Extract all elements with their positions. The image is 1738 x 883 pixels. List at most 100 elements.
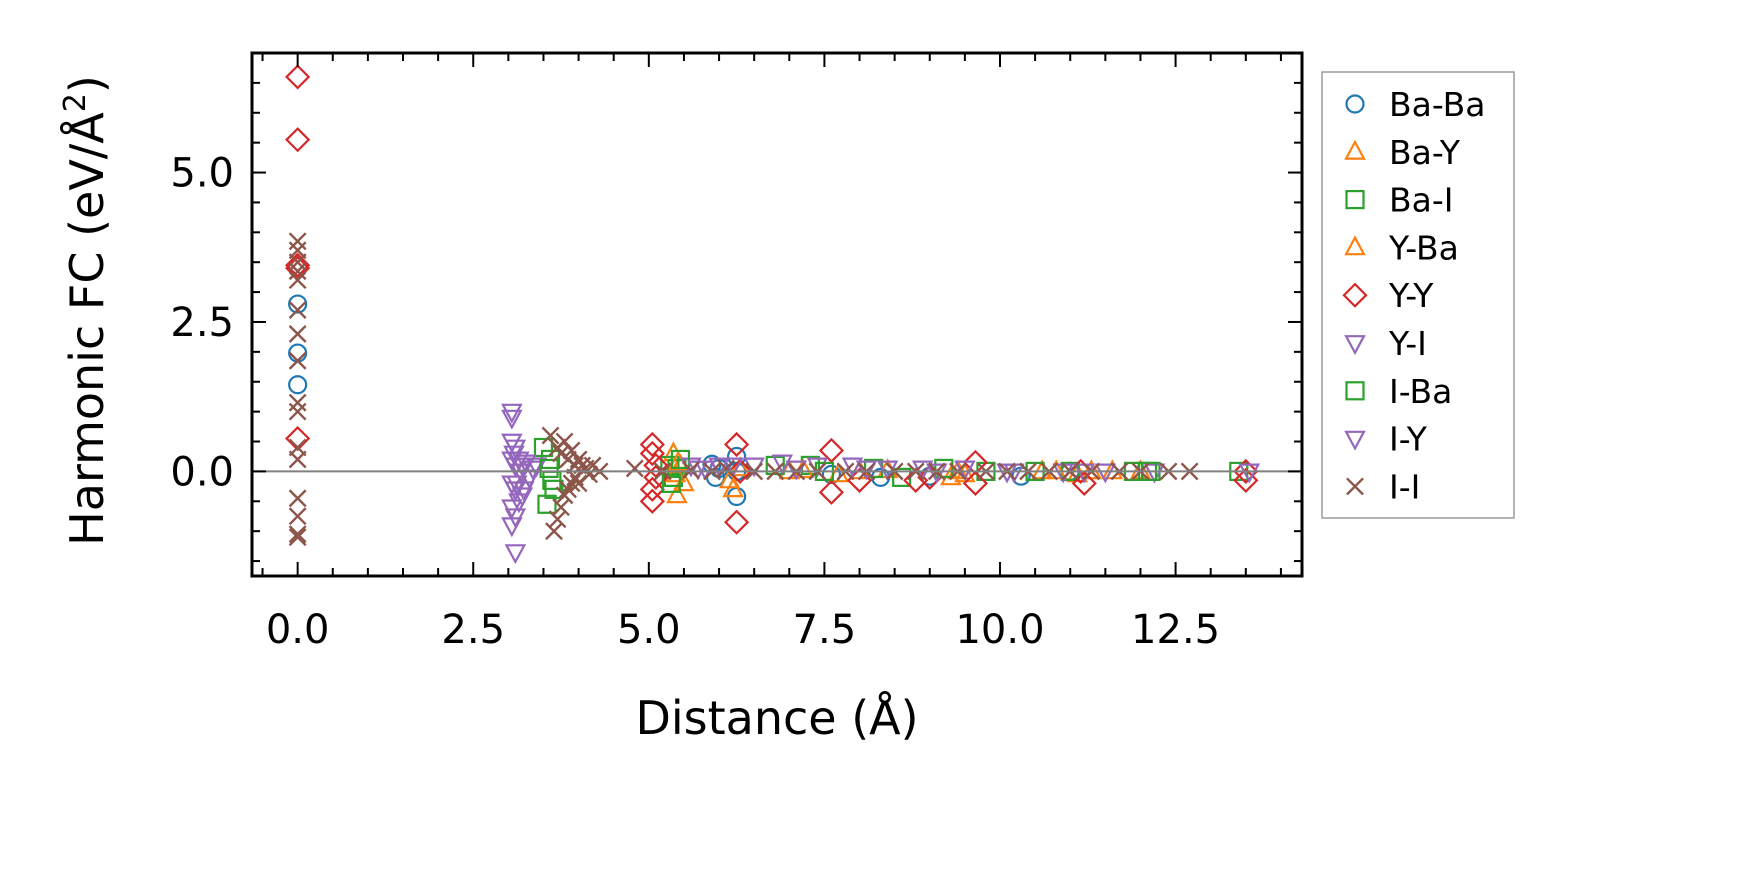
data-point	[855, 460, 878, 481]
data-point	[288, 528, 307, 547]
data-point	[664, 462, 687, 483]
data-point	[717, 459, 736, 478]
data-point	[285, 425, 311, 452]
y-axis-label-main: Harmonic FC (eV/Å	[60, 112, 114, 546]
data-point	[562, 441, 581, 460]
data-point	[1233, 467, 1259, 493]
legend-entry: I-Ba	[1345, 372, 1452, 411]
y-axis-label: Harmonic FC (eV/Å2)	[58, 75, 114, 546]
y-tick-label: 5.0	[170, 151, 234, 197]
plot-frame	[250, 51, 1304, 578]
data-point	[504, 544, 527, 565]
legend-marker	[1345, 381, 1365, 401]
x-tick-label: 2.5	[441, 607, 505, 653]
data-point	[926, 463, 948, 484]
data-point	[1129, 459, 1152, 480]
data-point	[503, 445, 525, 466]
data-point	[718, 468, 741, 489]
legend-label: Ba-Y	[1389, 133, 1461, 172]
data-point	[285, 64, 311, 90]
data-point	[545, 522, 563, 541]
data-point	[1094, 463, 1117, 484]
legend-entry: I-Y	[1344, 420, 1428, 459]
data-point	[552, 498, 570, 517]
data-point	[288, 375, 308, 395]
data-point	[639, 431, 665, 458]
data-point	[841, 457, 864, 478]
data-point	[555, 432, 574, 451]
tick-labels: 0.0 2.5 5.0 7.5 10.0 12.5 0.0 2.5 5.0	[170, 151, 1220, 653]
data-point	[501, 409, 523, 430]
data-point	[288, 325, 307, 343]
legend-marker	[1344, 335, 1366, 356]
x-tick-label: 7.5	[793, 607, 857, 653]
data-point	[288, 402, 307, 421]
data-point	[1143, 463, 1166, 484]
legend-label: Y-Ba	[1388, 228, 1459, 267]
data-point	[288, 232, 307, 251]
data-point	[285, 127, 311, 153]
legend-label: Ba-I	[1389, 181, 1454, 220]
data-point	[729, 456, 751, 477]
legend-label: I-Ba	[1389, 372, 1452, 411]
data-point	[288, 271, 307, 290]
data-point	[513, 481, 535, 502]
data-point	[537, 494, 557, 514]
y-tick-label: 0.0	[170, 449, 234, 495]
data-point	[288, 450, 307, 469]
data-point	[288, 507, 307, 526]
data-point	[682, 461, 700, 480]
data-point	[996, 463, 1018, 484]
data-point	[510, 463, 532, 484]
legend-marker	[1344, 235, 1366, 256]
y-axis-label-superscript: 2	[58, 93, 93, 112]
data-point	[288, 301, 307, 319]
legend-entry: Y-Ba	[1344, 228, 1459, 267]
data-point	[727, 458, 753, 485]
legend-label: I-Y	[1389, 420, 1428, 459]
data-point	[288, 294, 308, 314]
legend-entry: Y-Y	[1342, 276, 1434, 315]
data-point	[501, 403, 523, 424]
data-point	[504, 508, 527, 529]
data-point	[917, 464, 943, 490]
data-point	[962, 470, 989, 496]
data-point	[785, 460, 808, 481]
legend-marker	[1346, 477, 1364, 496]
data-point	[639, 488, 665, 514]
data-point	[643, 452, 669, 479]
legend-entry: Ba-Ba	[1345, 85, 1485, 124]
data-point	[818, 437, 845, 464]
legend-marker	[1345, 190, 1365, 210]
data-point	[1238, 463, 1261, 484]
legend-label: Y-I	[1388, 324, 1427, 363]
x-axis-label: Distance (Å)	[635, 691, 918, 745]
data-point	[666, 483, 688, 504]
legend-entry: Ba-Y	[1344, 133, 1461, 172]
legend-marker	[1345, 94, 1365, 114]
data-point	[771, 454, 794, 475]
data-point	[533, 437, 554, 458]
legend-frame	[1321, 71, 1515, 519]
legend-label: I-I	[1389, 467, 1420, 506]
x-tick-label: 5.0	[617, 607, 681, 653]
x-tick-label: 0.0	[266, 607, 330, 653]
data-point	[541, 426, 560, 445]
data-point	[643, 464, 669, 490]
data-point	[539, 458, 559, 479]
data-point	[288, 253, 307, 272]
data-point	[821, 464, 842, 484]
data-point	[504, 439, 527, 460]
legend-label: Y-Y	[1388, 276, 1434, 315]
legend-marker	[1344, 430, 1366, 451]
y-axis-label-end: )	[60, 75, 114, 93]
data-point	[580, 465, 599, 484]
x-tick-label: 10.0	[955, 607, 1044, 653]
data-point	[288, 351, 307, 370]
legend-entry: Y-I	[1344, 324, 1427, 363]
legend-marker	[1342, 282, 1368, 308]
data-point	[506, 475, 528, 496]
data-point	[285, 252, 311, 278]
data-point	[548, 510, 567, 529]
